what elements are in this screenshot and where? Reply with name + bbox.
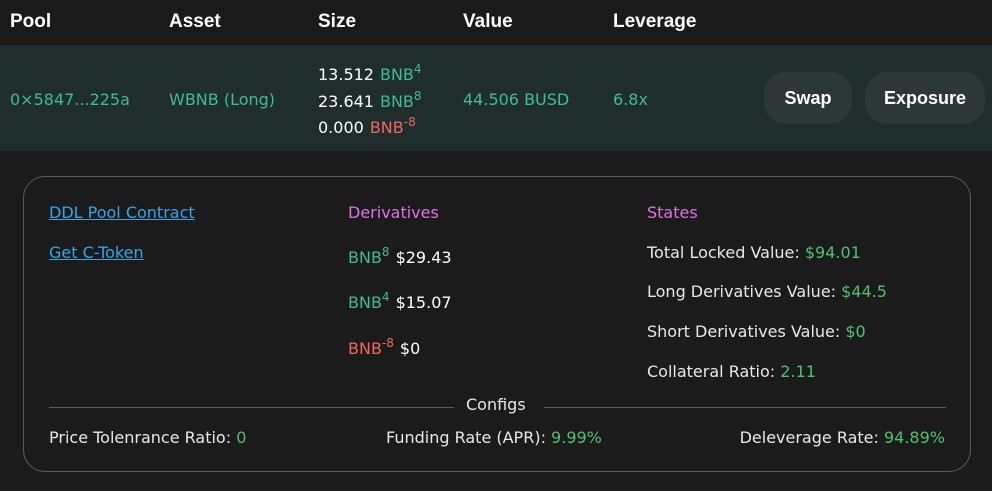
derivative-item: BNB-8 $0 <box>348 336 421 358</box>
size-token: BNB8 <box>379 89 422 111</box>
derivatives-title: Derivatives <box>348 203 439 222</box>
swap-button[interactable]: Swap <box>764 72 852 124</box>
get-ctoken-link[interactable]: Get C-Token <box>49 243 144 262</box>
size-line-3: 0.000 BNB-8 <box>318 115 416 137</box>
derivative-item: BNB8 $29.43 <box>348 245 452 267</box>
state-collateral-ratio: Collateral Ratio: 2.11 <box>647 362 816 381</box>
asset-name: WBNB (Long) <box>169 90 276 109</box>
derivative-token: BNB8 <box>348 245 390 267</box>
configs-divider-right <box>544 407 946 408</box>
derivative-item: BNB4 $15.07 <box>348 290 452 312</box>
size-line-2: 23.641 BNB8 <box>318 89 422 111</box>
size-token: BNB4 <box>379 62 422 84</box>
leverage-value: 6.8x <box>613 90 648 109</box>
state-long-derivatives: Long Derivatives Value: $44.5 <box>647 282 887 301</box>
pool-details-panel: DDL Pool Contract Get C-Token Derivative… <box>23 176 971 472</box>
config-deleverage-rate: Deleverage Rate: 94.89% <box>739 428 945 447</box>
header-size: Size <box>318 11 357 32</box>
derivative-value: $29.43 <box>395 248 452 267</box>
derivative-value: $0 <box>399 339 421 358</box>
header-asset: Asset <box>169 11 221 32</box>
header-pool: Pool <box>10 11 52 32</box>
table-row[interactable]: 0×5847...225a WBNB (Long) 13.512 BNB4 23.… <box>0 45 992 151</box>
header-leverage: Leverage <box>613 11 697 32</box>
state-short-derivatives: Short Derivatives Value: $0 <box>647 322 866 341</box>
derivative-value: $15.07 <box>395 293 452 312</box>
states-title: States <box>647 203 698 222</box>
derivative-token: BNB-8 <box>348 336 394 358</box>
configs-title: Configs <box>466 395 526 414</box>
state-total-locked: Total Locked Value: $94.01 <box>647 243 861 262</box>
exposure-button[interactable]: Exposure <box>865 72 985 124</box>
configs-divider-left <box>49 407 454 408</box>
derivative-token: BNB4 <box>348 290 390 312</box>
config-funding-rate: Funding Rate (APR): 9.99% <box>386 428 602 447</box>
config-price-tolerance: Price Tolenrance Ratio: 0 <box>49 428 247 447</box>
size-amount: 23.641 <box>318 92 374 111</box>
header-value: Value <box>463 11 513 32</box>
ddl-pool-contract-link[interactable]: DDL Pool Contract <box>49 203 195 222</box>
pool-address[interactable]: 0×5847...225a <box>10 90 130 109</box>
size-amount: 13.512 <box>318 65 374 84</box>
table-header: Pool Asset Size Value Leverage <box>0 0 992 45</box>
size-amount: 0.000 <box>318 118 364 137</box>
size-line-1: 13.512 BNB4 <box>318 62 422 84</box>
position-value: 44.506 BUSD <box>463 90 570 109</box>
size-token: BNB-8 <box>369 115 416 137</box>
